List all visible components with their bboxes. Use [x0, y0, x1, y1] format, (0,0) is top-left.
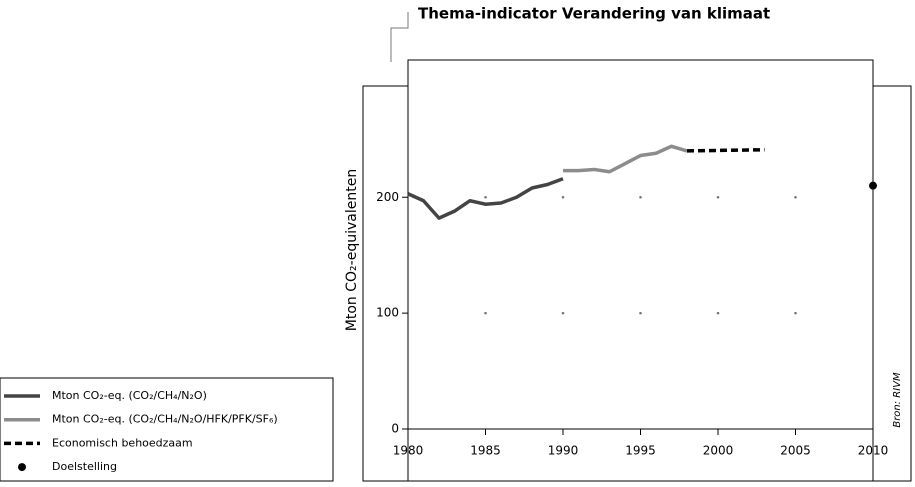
- legend-marker: [18, 463, 26, 472]
- grid-dot: [794, 311, 797, 315]
- grid-dot: [484, 195, 487, 199]
- x-tick-label: 1980: [393, 444, 424, 458]
- x-tick-label: 1995: [625, 444, 656, 458]
- plot-frame: [407, 59, 874, 482]
- grid-dot: [561, 195, 565, 199]
- x-tick-label: 2010: [858, 444, 889, 458]
- grid-dot: [716, 311, 720, 315]
- x-tick-label: 2005: [780, 444, 811, 458]
- legend-label: Economisch behoedzaam: [52, 436, 193, 449]
- title-bracket: [390, 12, 409, 62]
- y-tick-label: 100: [376, 306, 399, 320]
- x-tick-label: 2000: [703, 444, 734, 458]
- grid-dot: [561, 311, 565, 315]
- grid-dot: [716, 195, 720, 199]
- legend-label: Mton CO₂-eq. (CO₂/CH₄/N₂O): [52, 389, 207, 402]
- chart-title: Thema-indicator Verandering van klimaat: [418, 5, 770, 23]
- target-point: [869, 181, 877, 190]
- legend-label: Mton CO₂-eq. (CO₂/CH₄/N₂O/HFK/PFK/SF₆): [52, 413, 278, 426]
- series-line: [686, 147, 765, 153]
- legend-label: Doelstelling: [52, 460, 117, 473]
- grid-dot: [794, 195, 797, 199]
- series-line: [563, 144, 688, 174]
- grid-dot: [484, 311, 487, 315]
- x-tick-label: 1985: [470, 444, 501, 458]
- y-axis-label: Mton CO₂-equivalenten: [344, 169, 360, 331]
- source: Bron: RIVM: [892, 372, 903, 428]
- legend-box: [0, 377, 334, 482]
- y-tick-label: 200: [376, 190, 399, 204]
- grid-dot: [639, 311, 642, 315]
- grid-dot: [639, 195, 642, 199]
- series-line: [407, 177, 564, 220]
- y-tick-label: 0: [391, 422, 399, 436]
- x-tick-label: 1990: [548, 444, 579, 458]
